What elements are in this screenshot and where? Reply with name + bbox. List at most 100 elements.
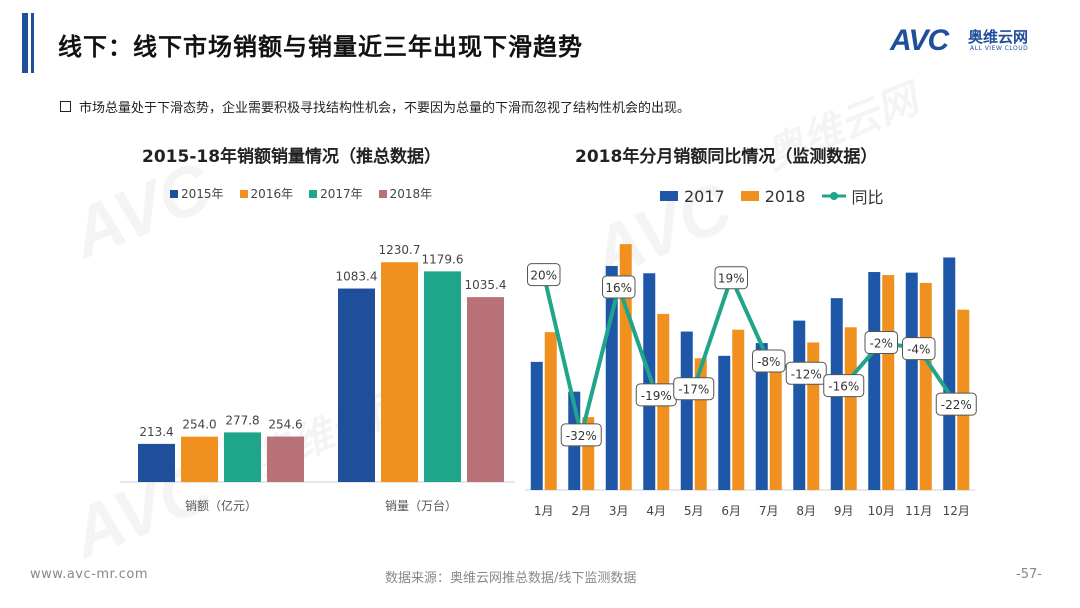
bar-2017 (755, 343, 768, 490)
x-tick-label: 6月 (721, 504, 741, 518)
yoy-label-box (714, 266, 748, 290)
data-label: 254.6 (268, 418, 302, 432)
x-tick-label: 3月 (609, 504, 629, 518)
right-chart-legend: 2017 2018 同比 (660, 184, 899, 208)
bar-sales-volume (467, 297, 504, 482)
bar-2017 (905, 272, 918, 490)
data-label: 1179.6 (422, 252, 464, 266)
bar-sales-value (138, 443, 175, 482)
yoy-data-label: 19% (718, 272, 745, 286)
page-number: -57- (1016, 567, 1042, 582)
bar-sales-volume (338, 288, 375, 482)
logo-en: ALL VIEW CLOUD (970, 45, 1029, 52)
legend-label: 2017年 (320, 187, 363, 201)
footer-website: www.avc-mr.com (30, 567, 149, 582)
legend-label: 2016年 (250, 187, 294, 201)
yoy-line (541, 274, 958, 437)
x-tick-label: 9月 (834, 504, 854, 518)
legend-swatch (309, 189, 318, 198)
legend-label: 2015年 (181, 187, 224, 201)
legend-item: 2018 (740, 186, 806, 206)
legend-swatch (378, 189, 387, 198)
yoy-label-box (902, 337, 936, 361)
bar-sales-value (181, 436, 218, 482)
line-marker-icon (822, 192, 847, 200)
bar-2018 (619, 244, 632, 490)
bar-sales-value (267, 436, 304, 482)
legend-item: 2017 (660, 187, 725, 206)
data-label: 277.8 (225, 413, 259, 427)
title-accent-bar (31, 13, 34, 73)
page-title: 线下：线下市场销额与销量近三年出现下滑趋势 (58, 33, 583, 61)
bullet-text: 市场总量处于下滑态势，企业需要积极寻找结构性机会，不要因为总量的下滑而忽视了结构… (79, 101, 691, 116)
bar-2017 (793, 320, 806, 490)
legend-label: 2017 (684, 186, 725, 206)
yoy-data-label: -12% (791, 367, 822, 381)
yoy-label-box (527, 263, 561, 287)
left-chart-legend: 2015年 2016年 2017年 2018年 (170, 185, 448, 202)
legend-label: 同比 (851, 188, 884, 207)
footer-source: 数据来源：奥维云网推总数据/线下监测数据 (385, 571, 637, 586)
square-bullet-icon (60, 101, 71, 112)
bar-2017 (643, 273, 656, 490)
bar-sales-value (224, 432, 261, 482)
bar-2017 (530, 361, 543, 490)
x-tick-label: 1月 (534, 504, 554, 518)
yoy-label-box (673, 377, 715, 401)
legend-swatch (239, 189, 248, 198)
data-label: 1035.4 (465, 278, 507, 292)
x-tick-label: 2月 (571, 504, 591, 518)
legend-swatch (740, 191, 759, 201)
yoy-label-box (560, 423, 602, 447)
yoy-data-label: 20% (530, 269, 557, 283)
left-bar-chart: 213.4 254.0 277.8 254.6 销额（亿元） 1083.41230.711… (120, 243, 515, 513)
left-chart-title: 2015-18年销额销量情况（推总数据） (142, 147, 442, 167)
bar-2018 (844, 327, 857, 490)
bar-2017 (868, 272, 881, 490)
yoy-label-box (935, 392, 977, 416)
avc-logo: AVC 奥维云网 ALL VIEW CLOUD (890, 24, 1028, 58)
bar-2018 (882, 275, 895, 490)
x-tick-label: 销额（亿元） (185, 498, 257, 513)
yoy-data-label: -19% (641, 389, 672, 403)
right-chart-title: 2018年分月销额同比情况（监测数据） (575, 147, 878, 167)
yoy-label-box (602, 275, 636, 299)
yoy-data-label: -17% (678, 383, 709, 397)
right-combo-chart: 1月 2月 3月 4月 5月 6月 7月 8月 9月 10月 11月 12月 20% -32% 16% -19… (525, 244, 977, 518)
bullet-point: 市场总量处于下滑态势，企业需要积极寻找结构性机会，不要因为总量的下滑而忽视了结构… (60, 97, 690, 116)
legend-item: 2016年 (239, 185, 294, 202)
yoy-data-label: -2% (870, 336, 893, 350)
x-tick-label: 11月 (905, 504, 932, 518)
legend-label: 2018年 (389, 187, 433, 201)
legend-item: 2017年 (309, 185, 363, 202)
logo-text: AVC (890, 24, 949, 57)
x-tick-label: 10月 (868, 504, 895, 518)
bar-2017 (943, 257, 956, 490)
bar-sales-volume (424, 271, 461, 482)
yoy-data-label: -8% (757, 355, 780, 369)
legend-swatch (660, 191, 678, 201)
yoy-label-box (823, 374, 865, 398)
yoy-label-box (752, 349, 786, 373)
bar-2017 (680, 331, 693, 490)
bar-sales-volume (381, 262, 418, 482)
legend-label: 2018 (764, 186, 806, 206)
legend-item: 2018年 (378, 185, 433, 202)
data-label: 1230.7 (379, 243, 421, 257)
logo-cn: 奥维云网 (968, 28, 1029, 46)
legend-item: 同比 (821, 184, 883, 208)
bar-2018 (544, 332, 557, 490)
yoy-data-label: -16% (828, 380, 859, 394)
x-tick-label: 8月 (796, 504, 816, 518)
bar-2017 (718, 355, 731, 490)
data-label: 254.0 (182, 418, 216, 432)
yoy-label-box (785, 361, 827, 385)
x-tick-label: 12月 (943, 504, 970, 518)
yoy-label-box (864, 330, 898, 354)
bar-2018 (919, 282, 932, 490)
yoy-data-label: -4% (907, 343, 930, 357)
bar-2018 (769, 350, 782, 490)
yoy-data-label: -22% (941, 398, 972, 412)
x-tick-label: 5月 (684, 504, 704, 518)
x-tick-label: 7月 (759, 504, 779, 518)
